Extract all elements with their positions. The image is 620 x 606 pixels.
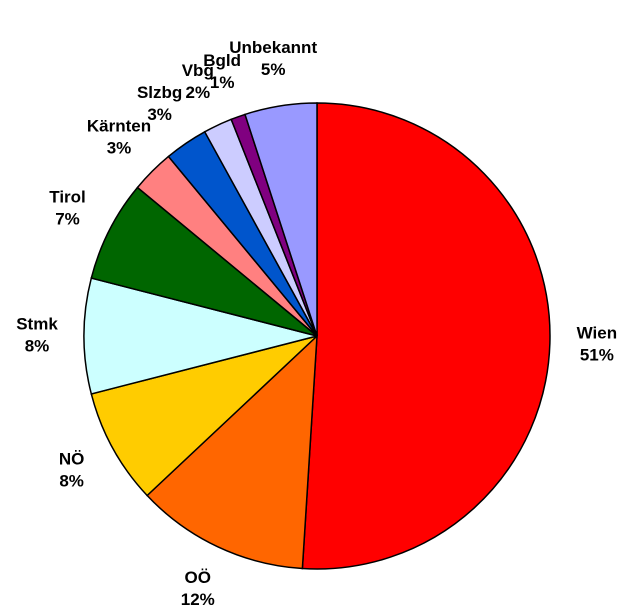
- slice-label: Bgld: [203, 51, 241, 70]
- slice-value-label: 8%: [59, 471, 84, 490]
- pie-slice: [90, 335, 318, 497]
- slice-value-label: 8%: [25, 336, 50, 355]
- slice-value-label: 3%: [107, 138, 132, 157]
- slice-label: Tirol: [49, 187, 86, 206]
- slice-value-label: 5%: [261, 60, 286, 79]
- slice-label: Vbg: [182, 61, 214, 80]
- pie-slice: [83, 277, 318, 395]
- slice-label: Kärnten: [87, 116, 151, 135]
- slice-value-label: 51%: [580, 345, 614, 364]
- slice-value-label: 12%: [181, 590, 215, 606]
- slice-value-label: 1%: [210, 73, 235, 92]
- slice-label: Unbekannt: [229, 38, 317, 57]
- pie-slice: [301, 102, 551, 570]
- slice-label: OÖ: [185, 568, 211, 587]
- pie-slice: [244, 102, 318, 337]
- pie-slice: [90, 186, 318, 337]
- slice-label: Wien: [577, 323, 617, 342]
- slice-value-label: 7%: [55, 209, 80, 228]
- pie-slice: [146, 334, 318, 570]
- slice-label: NÖ: [59, 449, 85, 468]
- slice-label: Stmk: [16, 314, 58, 333]
- slice-value-label: 3%: [147, 105, 172, 124]
- slice-label: Slzbg: [137, 83, 182, 102]
- slice-value-label: 2%: [185, 83, 210, 102]
